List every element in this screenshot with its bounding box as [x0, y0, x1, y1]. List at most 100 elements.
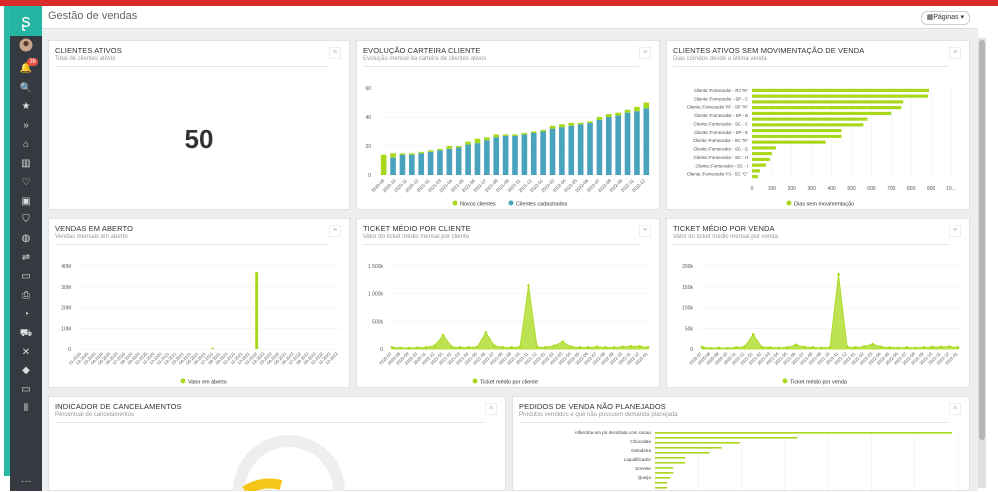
y-category-label: Cliente::Fornecedor - SC - I	[695, 163, 748, 168]
bar-produto	[655, 442, 740, 444]
y-tick-label: 200k	[682, 264, 693, 270]
x-tick-label: 400	[827, 186, 836, 192]
data-point	[467, 346, 471, 349]
star-icon[interactable]: ★	[21, 101, 31, 112]
data-point	[726, 346, 729, 350]
bar-clientes-cadastrados	[390, 157, 396, 175]
pages-label: Páginas	[933, 14, 959, 21]
bar-clientes-cadastrados	[446, 148, 453, 175]
box-icon[interactable]: ▭	[21, 271, 31, 282]
y-category-label: Cliente::Fornecedor - SC "N"	[693, 138, 748, 143]
y-category-label: Cliente::Fornecedor - SC - G	[693, 147, 748, 152]
cart-icon[interactable]: ⛟	[19, 328, 33, 339]
gauge-icon[interactable]: ◔	[22, 309, 30, 320]
bar-novos-clientes	[493, 134, 500, 138]
y-category-label: Cliente::Fornecedor - SP - B	[694, 113, 748, 118]
money-icon[interactable]: ◍	[21, 233, 31, 244]
data-point	[896, 346, 900, 350]
tools-icon[interactable]: ✕	[21, 347, 31, 358]
panel-nao-planejados: PEDIDOS DE VENDA NÃO PLANEJADOS Produtos…	[512, 396, 970, 492]
panel-menu-icon[interactable]: ≡	[639, 225, 651, 237]
panel-menu-icon[interactable]: ≡	[949, 47, 961, 59]
bar-novos-clientes	[474, 138, 481, 144]
bar-novos-clientes	[465, 141, 471, 145]
bell-icon[interactable]: 🔔 36	[19, 58, 38, 74]
briefcase-icon[interactable]: ▣	[21, 196, 31, 207]
legend-marker	[452, 200, 458, 206]
panel-menu-icon[interactable]: ≡	[485, 403, 497, 415]
panel-subtitle: Dias corridos desde a última venda	[673, 56, 767, 62]
panel-title: CLIENTES ATIVOS	[55, 46, 122, 55]
y-category-label: Chocolate	[630, 439, 651, 444]
panel-title: TICKET MÉDIO POR CLIENTE	[363, 224, 471, 233]
divider	[519, 422, 949, 423]
bars-icon[interactable]: ⫴	[23, 403, 29, 414]
gauge-fill	[242, 478, 283, 491]
area-ticket-médio-por-venda	[701, 274, 959, 350]
bar-produto	[655, 462, 686, 464]
bar-dias-sem-movimentacao	[752, 100, 904, 104]
panel-title: CLIENTES ATIVOS SEM MOVIMENTAÇÃO DE VEND…	[673, 46, 865, 55]
data-point	[922, 346, 926, 349]
panel-menu-icon[interactable]: ≡	[329, 47, 341, 59]
page-scrollbar[interactable]	[978, 38, 986, 488]
y-category-label: Cliente::Fornecedor - SC - C	[694, 121, 748, 126]
data-point	[794, 343, 798, 347]
home-icon[interactable]: ⌂	[22, 139, 30, 150]
search-icon[interactable]: 🔍	[19, 83, 33, 94]
bar-valor-em-aberto	[255, 272, 259, 349]
sem-movimentacao-chart: 0 100 200 300 400 500 600 700 800 900 10... Cliente…	[687, 88, 956, 208]
monitor-icon[interactable]: ▭	[21, 384, 31, 395]
panel-menu-icon[interactable]: ≡	[639, 47, 651, 59]
diamond-icon[interactable]: ◆	[22, 365, 30, 376]
panel-title: PEDIDOS DE VENDA NÃO PLANEJADOS	[519, 402, 666, 411]
y-tick-label: 0	[368, 173, 371, 179]
data-point	[638, 344, 641, 348]
y-tick-label: 0	[690, 347, 693, 353]
bar-novos-clientes	[446, 146, 453, 149]
bar-clientes-cadastrados	[540, 131, 546, 175]
chart-icon[interactable]: ▥	[21, 158, 31, 169]
panel-menu-icon[interactable]: ≡	[949, 225, 961, 237]
panel-menu-icon[interactable]: ≡	[949, 403, 961, 415]
bar-novos-clientes	[390, 153, 396, 158]
more-icon[interactable]: ···	[21, 476, 31, 487]
bar-novos-clientes	[502, 134, 509, 136]
pages-dropdown-button[interactable]: ▦Páginas ▾	[920, 11, 970, 25]
bar-novos-clientes	[418, 151, 425, 154]
x-tick-label: 10...	[946, 186, 956, 192]
bar-produto	[655, 467, 674, 469]
user-avatar-icon[interactable]	[10, 38, 42, 54]
document-icon[interactable]: ⎙	[22, 290, 30, 301]
bar-produto	[655, 452, 710, 454]
bar-clientes-cadastrados	[484, 140, 490, 175]
bar-clientes-cadastrados	[399, 154, 406, 175]
app-logo-icon[interactable]: ʂ	[10, 6, 42, 36]
data-point	[786, 346, 789, 349]
bar-dias-sem-movimentacao	[752, 88, 930, 92]
divider	[55, 422, 485, 423]
data-point	[501, 346, 505, 349]
data-point	[646, 346, 650, 349]
panel-menu-icon[interactable]: ≡	[329, 225, 341, 237]
double-chevron-icon[interactable]: »	[23, 120, 29, 131]
x-tick-label: 2022-12	[631, 178, 647, 194]
bar-novos-clientes	[559, 124, 565, 128]
bar-novos-clientes	[380, 154, 387, 175]
bar-novos-clientes	[643, 102, 650, 109]
heart-icon[interactable]: ♡	[21, 177, 31, 188]
bar-clientes-cadastrados	[521, 134, 528, 175]
handshake-icon[interactable]: ⇌	[21, 252, 31, 263]
panel-title: EVOLUÇÃO CARTEIRA CLIENTE	[363, 46, 481, 55]
y-tick-label: 20	[365, 144, 371, 150]
data-point	[811, 346, 815, 349]
data-point	[416, 346, 419, 349]
scrollbar-thumb[interactable]	[979, 40, 985, 440]
shield-icon[interactable]: ⛉	[22, 214, 30, 225]
bar-dias-sem-movimentacao	[752, 175, 758, 179]
sidebar: ʂ 🔔 36 🔍 ★ » ⌂ ▥ ♡ ▣ ⛉ ◍ ⇌ ▭ ⎙ ◔ ⛟ ✕ ◆ ▭ …	[10, 6, 42, 491]
legend-label: Ticket médio por venda	[790, 380, 848, 386]
data-point	[621, 345, 624, 349]
y-tick-label: 100k	[682, 306, 693, 312]
bar-dias-sem-movimentacao	[752, 94, 929, 98]
